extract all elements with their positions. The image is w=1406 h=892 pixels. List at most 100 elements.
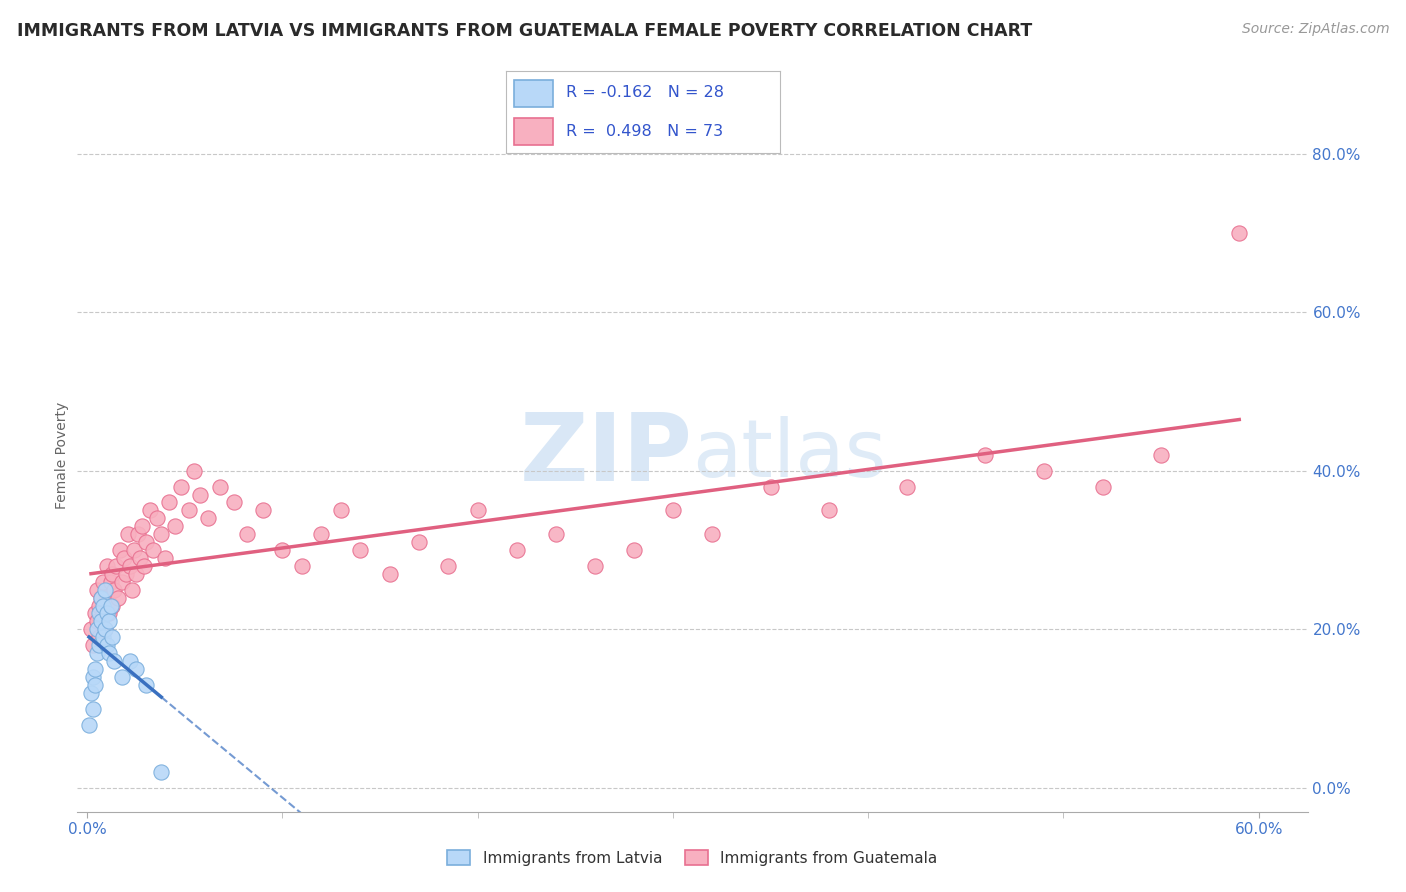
Point <box>87 630 110 644</box>
Y-axis label: Female Poverty: Female Poverty <box>55 401 69 508</box>
Point <box>111 670 134 684</box>
Point <box>155 551 177 566</box>
Point <box>311 527 333 541</box>
Point <box>170 480 193 494</box>
Point <box>87 638 110 652</box>
Point <box>93 582 115 597</box>
Point <box>236 527 259 541</box>
Point <box>120 558 141 573</box>
Point <box>91 599 114 613</box>
Point <box>818 503 841 517</box>
Point <box>138 503 160 517</box>
Point <box>150 527 173 541</box>
Point <box>125 662 148 676</box>
Point <box>177 503 200 517</box>
Point <box>122 543 145 558</box>
Point <box>128 551 150 566</box>
Point <box>82 638 104 652</box>
Point <box>105 558 128 573</box>
Point <box>86 615 108 629</box>
Point <box>121 582 143 597</box>
Point <box>90 591 112 605</box>
Point <box>190 487 212 501</box>
Point <box>120 654 141 668</box>
Text: Source: ZipAtlas.com: Source: ZipAtlas.com <box>1241 22 1389 37</box>
Text: R =  0.498   N = 73: R = 0.498 N = 73 <box>567 124 724 139</box>
Point <box>93 623 115 637</box>
Point <box>80 686 103 700</box>
Point <box>84 678 107 692</box>
Point <box>86 623 108 637</box>
Point <box>506 543 529 558</box>
Point <box>183 464 205 478</box>
Point <box>330 503 353 517</box>
Point <box>700 527 723 541</box>
Point <box>84 662 107 676</box>
Point <box>96 638 118 652</box>
Point <box>135 678 157 692</box>
Point <box>759 480 782 494</box>
Point <box>127 527 149 541</box>
Point <box>97 607 120 621</box>
Point <box>208 480 231 494</box>
Point <box>111 574 134 589</box>
Point <box>467 503 489 517</box>
Text: atlas: atlas <box>693 416 887 494</box>
FancyBboxPatch shape <box>515 79 553 107</box>
Point <box>115 566 138 581</box>
Point <box>96 591 118 605</box>
Point <box>125 566 148 581</box>
Point <box>86 582 108 597</box>
Point <box>378 566 401 581</box>
Point <box>150 765 173 780</box>
Point <box>84 607 107 621</box>
Point <box>82 701 104 715</box>
Point <box>271 543 294 558</box>
Point <box>252 503 274 517</box>
Point <box>87 607 110 621</box>
Point <box>90 591 112 605</box>
Point <box>86 646 108 660</box>
Point <box>1227 226 1250 240</box>
Point <box>662 503 685 517</box>
Point <box>97 646 120 660</box>
Point <box>107 591 129 605</box>
Point <box>100 574 122 589</box>
Point <box>1150 448 1173 462</box>
Point <box>291 558 314 573</box>
Point <box>87 599 110 613</box>
Point <box>437 558 460 573</box>
Point <box>623 543 645 558</box>
Text: ZIP: ZIP <box>520 409 693 501</box>
Point <box>131 519 153 533</box>
Point <box>197 511 219 525</box>
Legend: Immigrants from Latvia, Immigrants from Guatemala: Immigrants from Latvia, Immigrants from … <box>441 844 943 871</box>
Point <box>896 480 918 494</box>
Point <box>146 511 169 525</box>
Point <box>583 558 606 573</box>
Point <box>103 582 125 597</box>
FancyBboxPatch shape <box>515 118 553 145</box>
Point <box>101 630 124 644</box>
Point <box>1091 480 1114 494</box>
Point <box>974 448 997 462</box>
Point <box>96 558 118 573</box>
Point <box>132 558 155 573</box>
Point <box>101 599 124 613</box>
Point <box>222 495 245 509</box>
Point <box>408 535 430 549</box>
Point <box>110 543 132 558</box>
Point <box>103 654 125 668</box>
Point <box>93 623 115 637</box>
Point <box>90 615 112 629</box>
Point <box>142 543 165 558</box>
Point <box>100 599 122 613</box>
Point <box>91 574 114 589</box>
Point <box>1033 464 1056 478</box>
Point <box>101 566 124 581</box>
Point <box>80 623 103 637</box>
Point <box>544 527 567 541</box>
Point <box>112 551 135 566</box>
Point <box>349 543 371 558</box>
Point <box>163 519 186 533</box>
